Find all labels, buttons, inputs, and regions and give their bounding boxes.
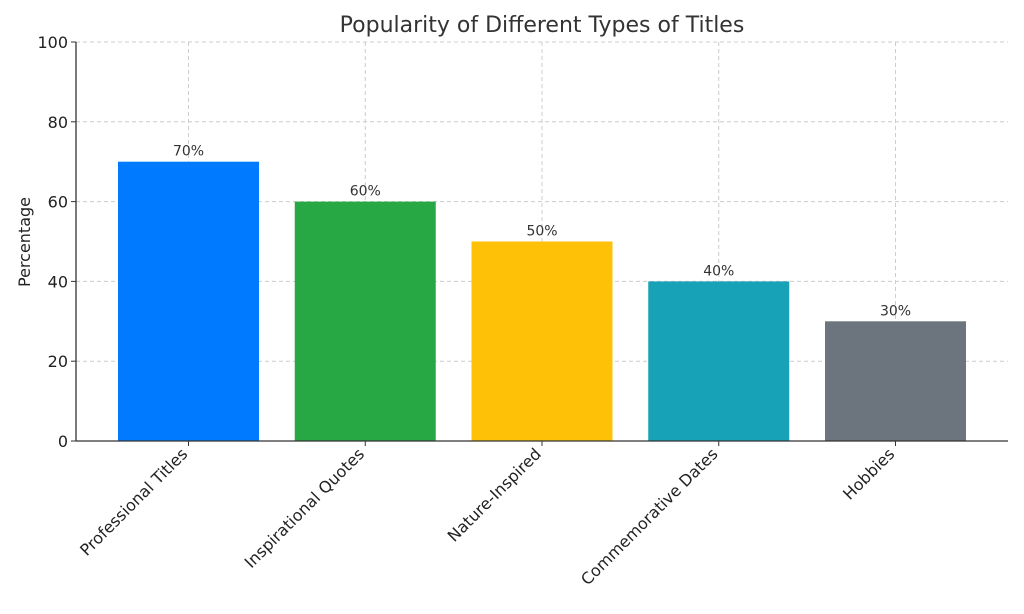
y-tick-label: 60 (48, 193, 68, 212)
data-label: 70% (173, 144, 204, 160)
data-label: 60% (350, 184, 381, 200)
y-tick-label: 0 (58, 432, 68, 451)
x-tick-label: Professional Titles (76, 444, 191, 559)
y-tick-label: 100 (37, 33, 68, 52)
bar-hobbies (825, 321, 966, 441)
y-tick-label: 20 (48, 352, 68, 371)
bar-professional-titles (118, 161, 259, 441)
y-axis-label: Percentage (15, 197, 34, 287)
data-label: 50% (526, 224, 557, 240)
x-tick-label: Hobbies (839, 444, 898, 503)
bar-commemorative-dates (648, 281, 790, 441)
y-tick-label: 40 (48, 272, 68, 291)
chart-title: Popularity of Different Types of Titles (340, 13, 745, 38)
data-labels: 70% 60% 50% 40% 30% (173, 144, 911, 320)
x-tick-label: Nature-Inspired (444, 444, 545, 545)
data-label: 30% (880, 303, 911, 319)
y-tick-label: 80 (48, 113, 68, 132)
x-tick-labels: Professional Titles Inspirational Quotes N… (76, 441, 898, 589)
y-tick-labels: 0 20 40 60 80 100 (37, 33, 76, 451)
x-tick-label: Inspirational Quotes (241, 444, 368, 571)
data-label: 40% (703, 263, 734, 279)
bar-nature-inspired (471, 241, 613, 441)
bars (118, 161, 966, 441)
bar-inspirational-quotes (294, 201, 436, 441)
x-tick-label: Commemorative Dates (577, 444, 722, 589)
